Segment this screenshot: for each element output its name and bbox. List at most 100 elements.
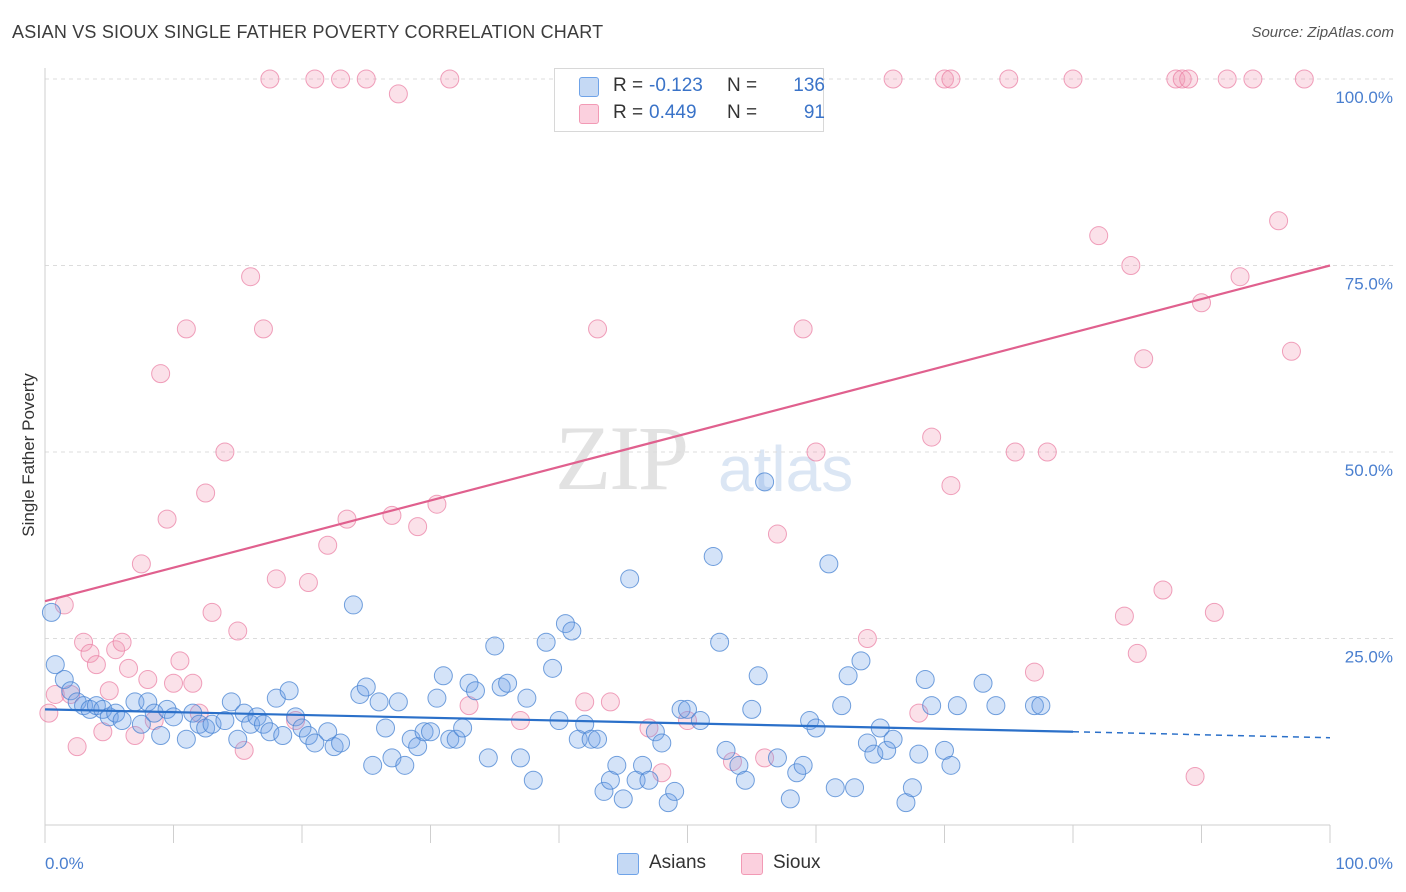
asians-point [286, 707, 306, 727]
asians-point [144, 703, 164, 723]
asians-point [755, 472, 775, 492]
asians-point [742, 699, 762, 719]
sioux-point [722, 752, 742, 772]
sioux-point [1172, 69, 1192, 89]
sioux-point [99, 681, 119, 701]
sioux-point [39, 703, 59, 723]
sioux-point [86, 655, 106, 675]
sioux-point [1089, 226, 1109, 246]
sioux-point [806, 442, 826, 462]
sioux-point [408, 517, 428, 537]
sioux-point [131, 554, 151, 574]
asians-point [176, 729, 196, 749]
sioux-point [1134, 349, 1154, 369]
asians-point [465, 681, 485, 701]
correlation-legend: R = -0.123 N = 136 R = 0.449 N = 91 [554, 68, 825, 132]
asians-point [446, 729, 466, 749]
y-tick-label: 50.0% [1345, 461, 1393, 480]
y-tick-label: 25.0% [1345, 648, 1393, 667]
sioux-point [1153, 580, 1173, 600]
legend-n-value-sioux: 91 [803, 102, 825, 123]
asians-legend-label: Asians [649, 852, 707, 873]
sioux-point [228, 621, 248, 641]
sioux-point [1063, 69, 1083, 89]
sioux-point [164, 673, 183, 693]
sioux-point [74, 632, 94, 652]
asians-point [427, 688, 447, 708]
sioux-legend-label: Sioux [773, 852, 821, 873]
asians-point [273, 725, 293, 745]
sioux-point [234, 740, 254, 760]
sioux-point [575, 692, 595, 712]
x-tick-label: 100.0% [1335, 854, 1393, 873]
asians-point [825, 778, 845, 798]
asians-point [99, 707, 119, 727]
asians-point [247, 707, 267, 727]
asians-point [703, 546, 723, 566]
sioux-point [331, 69, 351, 89]
asians-point [678, 699, 697, 719]
asians-point [607, 755, 627, 775]
watermark-atlas: atlas [718, 433, 854, 505]
asians-point [131, 714, 151, 734]
sioux-point [1127, 643, 1147, 663]
sioux-swatch [579, 104, 599, 124]
asians-point [536, 632, 556, 652]
sioux-point [202, 602, 222, 622]
asians-point [581, 729, 601, 749]
asians-point [523, 770, 543, 790]
sioux-point [1121, 256, 1141, 275]
asians-point [491, 677, 511, 697]
asians-point [613, 789, 633, 809]
sioux-point [588, 319, 608, 339]
sioux-point [388, 84, 408, 104]
asians-point [780, 789, 800, 809]
trend-lines [44, 264, 1331, 739]
sioux-point [337, 509, 357, 529]
asians-point [41, 602, 61, 622]
sioux-point [1217, 69, 1237, 89]
asians-point [151, 725, 171, 745]
sioux-point [266, 569, 286, 589]
asians-point [363, 755, 383, 775]
tick-labels: 25.0% 50.0% 75.0% 100.0% 0.0% 100.0% [45, 88, 1393, 873]
asians-point [343, 595, 363, 615]
legend-r-label: R = [613, 75, 644, 96]
source-label: Source: ZipAtlas.com [1251, 24, 1394, 41]
asians-point [202, 714, 222, 734]
asians-point [838, 666, 858, 686]
asians-point [594, 781, 614, 801]
sioux-point [1005, 442, 1025, 462]
legend-r-value-asians: -0.123 [649, 75, 703, 96]
sioux-point [183, 673, 203, 693]
asians-point [710, 632, 730, 652]
sioux-point [1204, 602, 1224, 622]
asians-point [459, 673, 479, 693]
asians-point [485, 636, 505, 656]
asians-point [922, 696, 942, 716]
sioux-point [767, 524, 787, 544]
legend-n-label: N = [727, 102, 758, 123]
legend-n-value-asians: 136 [793, 75, 825, 96]
watermark-zip: ZIP [555, 407, 689, 509]
asians-point [350, 684, 370, 704]
asians-point [562, 621, 582, 641]
sioux-point [45, 684, 65, 704]
sioux-point [1185, 767, 1205, 787]
sioux-point [922, 427, 942, 447]
asians-point [61, 681, 81, 701]
sioux-point [112, 632, 132, 652]
asians-point [787, 763, 807, 783]
asians-point [298, 725, 318, 745]
asians-point [877, 740, 897, 760]
asians-point [157, 699, 177, 719]
sioux-point [119, 658, 139, 678]
asians-point [652, 733, 672, 753]
asians-point [510, 748, 530, 768]
asians-point [331, 733, 351, 753]
sioux-point [941, 69, 961, 89]
asians-point [1024, 696, 1044, 716]
asians-point [440, 729, 460, 749]
asians-point [388, 692, 408, 712]
